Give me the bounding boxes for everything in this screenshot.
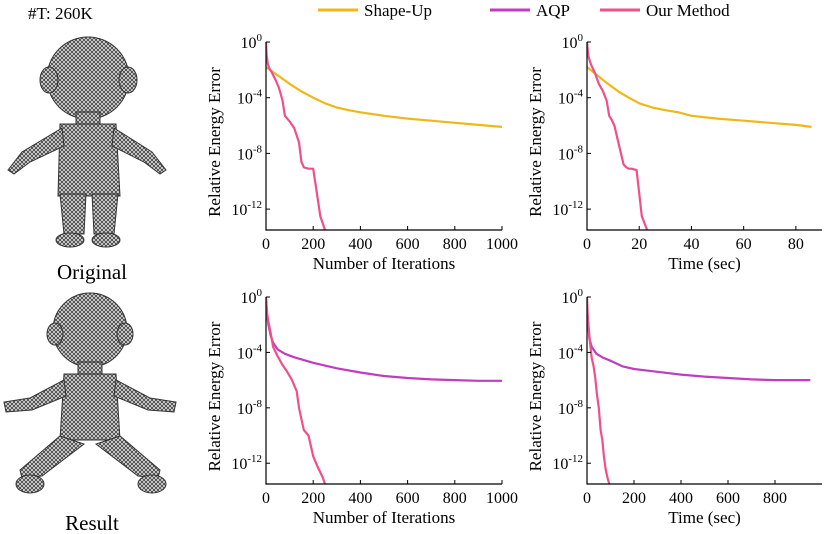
caption-result: Result [65, 511, 119, 534]
x-tick-label: 80 [788, 236, 804, 253]
x-tick-label: 400 [669, 490, 693, 507]
x-tick-label: 0 [583, 490, 591, 507]
y-tick-label: 100 [241, 287, 263, 307]
series-line-our-method [587, 296, 611, 484]
series-line-shape-up [266, 66, 502, 128]
series-line-aqp [587, 308, 811, 382]
x-tick-label: 200 [622, 490, 646, 507]
y-tick-label: 10-4 [237, 342, 263, 362]
legend-label-shape-up: Shape-Up [364, 1, 432, 20]
legend-label-our-method: Our Method [646, 1, 730, 20]
y-tick-label: 10-8 [237, 143, 263, 163]
x-tick-label: 800 [763, 490, 787, 507]
y-tick-label: 10-8 [237, 398, 263, 418]
x-tick-label: 200 [301, 490, 325, 507]
y-tick-label: 10-4 [237, 88, 263, 108]
chart-iterations-bottom: 0 200 400 600 800 1000 100 10-4 10-8 10-12 Number … [205, 287, 518, 527]
y-tick-label: 100 [562, 32, 584, 52]
y-axis-label: Relative Energy Error [205, 67, 224, 217]
y-axis-label: Relative Energy Error [526, 67, 545, 217]
x-tick-label: 200 [301, 236, 325, 253]
y-tick-label: 10-12 [231, 453, 262, 473]
y-tick-label: 100 [562, 287, 584, 307]
x-tick-label: 600 [396, 490, 420, 507]
y-tick-label: 10-8 [558, 398, 584, 418]
x-tick-label: 60 [736, 236, 752, 253]
chart-time-bottom: 0 200 400 600 800 100 10-4 10-8 10-12 Time (sec) R… [526, 287, 822, 527]
series-line-shape-up [587, 66, 812, 128]
legend-label-aqp: AQP [536, 1, 570, 20]
axis-lines [265, 297, 502, 485]
series-line-our-method [266, 296, 327, 484]
y-tick-label: 10-12 [552, 453, 583, 473]
y-tick-label: 10-12 [552, 199, 583, 219]
series-line-our-method [587, 41, 649, 230]
x-axis-label: Time (sec) [668, 254, 741, 273]
x-tick-label: 800 [443, 490, 467, 507]
y-tick-label: 10-4 [558, 342, 584, 362]
mesh-count-label: #T: 260K [28, 4, 94, 23]
y-axis-label: Relative Energy Error [526, 321, 545, 471]
y-tick-label: 10-12 [231, 199, 262, 219]
x-tick-label: 600 [716, 490, 740, 507]
chart-time-top: 0 20 40 60 80 100 10-4 10-8 10-12 Time (sec) Relat… [526, 32, 822, 273]
x-axis-label: Time (sec) [668, 508, 741, 527]
y-axis-label: Relative Energy Error [205, 321, 224, 471]
series-line-aqp [266, 307, 502, 382]
legend: Shape-Up AQP Our Method [318, 1, 730, 20]
caption-original: Original [57, 260, 127, 284]
x-tick-label: 400 [348, 236, 372, 253]
x-tick-label: 400 [348, 490, 372, 507]
x-tick-label: 800 [443, 236, 467, 253]
x-tick-label: 20 [631, 236, 647, 253]
chart-iterations-top: 0 200 400 600 800 1000 100 10-4 10-8 10-12 Number … [205, 32, 518, 273]
y-tick-label: 100 [241, 32, 263, 52]
x-axis-label: Number of Iterations [313, 508, 456, 527]
x-tick-label: 1000 [486, 236, 518, 253]
x-tick-label: 0 [583, 236, 591, 253]
x-tick-label: 0 [262, 490, 270, 507]
x-tick-label: 1000 [486, 490, 518, 507]
axis-lines [265, 42, 502, 231]
axis-lines [586, 42, 822, 231]
axis-lines [586, 297, 822, 485]
original-mesh-image [7, 36, 167, 248]
series-line-our-method [266, 41, 327, 230]
y-tick-label: 10-8 [558, 143, 584, 163]
x-axis-label: Number of Iterations [313, 254, 456, 273]
x-tick-label: 0 [262, 236, 270, 253]
result-mesh-image [3, 292, 177, 494]
x-tick-label: 40 [683, 236, 699, 253]
y-tick-label: 10-4 [558, 88, 584, 108]
x-tick-label: 600 [396, 236, 420, 253]
